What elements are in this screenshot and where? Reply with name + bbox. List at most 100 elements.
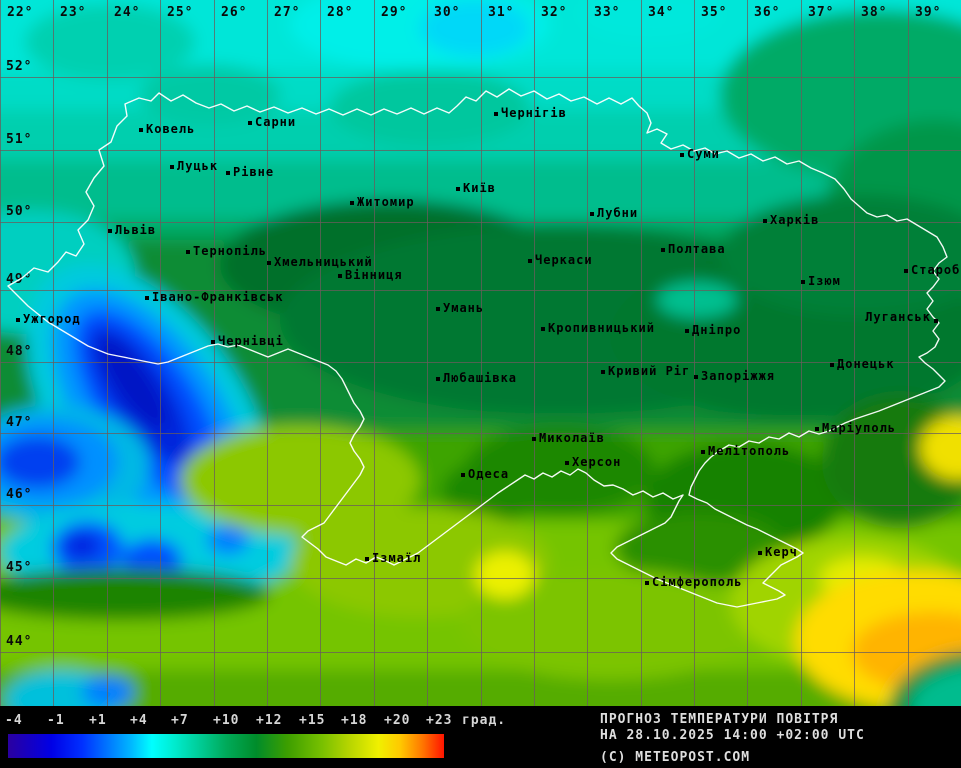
city-name: Хмельницький	[274, 255, 373, 269]
city-name: Житомир	[357, 195, 415, 209]
city-name: Керч	[765, 545, 798, 559]
grid-hline	[0, 652, 961, 653]
city-marker: Суми	[680, 148, 720, 161]
city-name: Сімферополь	[652, 575, 743, 589]
city-dot-icon	[685, 328, 689, 333]
city-marker: Сімферополь	[645, 576, 742, 589]
city-marker: Хмельницький	[267, 256, 373, 269]
city-dot-icon	[436, 306, 440, 311]
city-marker: Івано-Франківськ	[145, 291, 284, 304]
city-marker: Сарни	[248, 116, 296, 129]
latitude-label: 45°	[6, 560, 33, 575]
city-marker: Полтава	[661, 243, 726, 256]
city-marker: Одеса	[461, 468, 509, 481]
temperature-map: 22° 23° 24° 25° 26° 27° 28° 29° 30° 31° 32° 33° 34° 3…	[0, 0, 961, 706]
grid-hline	[0, 578, 961, 579]
city-dot-icon	[601, 369, 605, 374]
latitude-label: 52°	[6, 59, 33, 74]
city-dot-icon	[365, 556, 369, 561]
grid-hline	[0, 150, 961, 151]
grid-hline	[0, 77, 961, 78]
city-dot-icon	[170, 164, 174, 169]
grid-vline	[160, 0, 161, 706]
city-dot-icon	[701, 449, 705, 454]
city-dot-icon	[436, 376, 440, 381]
city-marker: Кривий Ріг	[601, 365, 690, 378]
city-name: Запоріжжя	[701, 369, 776, 383]
scale-unit: град.	[462, 713, 507, 728]
longitude-label: 22°	[7, 5, 34, 20]
city-dot-icon	[645, 580, 649, 585]
latitude-label: 51°	[6, 132, 33, 147]
city-marker: Рівне	[226, 166, 274, 179]
city-dot-icon	[904, 268, 908, 273]
city-marker: Тернопіль	[186, 245, 267, 258]
longitude-label: 35°	[701, 5, 728, 20]
scale-tick: +4	[130, 713, 148, 728]
scale-tick: +20	[384, 713, 411, 728]
city-name: Одеса	[468, 467, 510, 481]
city-name: Кривий Ріг	[608, 364, 691, 378]
scale-tick: +12	[256, 713, 283, 728]
scale-tick: +18	[341, 713, 368, 728]
longitude-label: 38°	[861, 5, 888, 20]
city-dot-icon	[456, 186, 460, 191]
city-dot-icon	[248, 120, 252, 125]
city-marker: Любашівка	[436, 372, 517, 385]
city-marker: Мелітополь	[701, 445, 790, 458]
city-name: Чернігів	[501, 106, 567, 120]
city-dot-icon	[801, 279, 805, 284]
longitude-label: 24°	[114, 5, 141, 20]
longitude-label: 34°	[648, 5, 675, 20]
city-dot-icon	[211, 339, 215, 344]
city-marker: Вінниця	[338, 269, 403, 282]
city-name: Старобільськ	[911, 263, 961, 277]
city-marker: Запоріжжя	[694, 370, 775, 383]
city-dot-icon	[565, 460, 569, 465]
scale-tick: +10	[213, 713, 240, 728]
city-marker: Миколаїв	[532, 432, 605, 445]
longitude-label: 30°	[434, 5, 461, 20]
city-marker: Чернігів	[494, 107, 567, 120]
city-dot-icon	[461, 472, 465, 477]
city-dot-icon	[108, 228, 112, 233]
city-name: Любашівка	[443, 371, 518, 385]
city-dot-icon	[758, 550, 762, 555]
longitude-label: 27°	[274, 5, 301, 20]
city-marker: Ізюм	[801, 275, 841, 288]
latitude-label: 48°	[6, 344, 33, 359]
grid-hline	[0, 433, 961, 434]
city-name: Рівне	[233, 165, 275, 179]
grid-hline	[0, 222, 961, 223]
city-marker: Лубни	[590, 207, 638, 220]
city-name: Донецьк	[837, 357, 895, 371]
city-marker: Луцьк	[170, 160, 218, 173]
temperature-scale	[8, 734, 444, 758]
city-name: Ужгород	[23, 312, 81, 326]
city-name: Суми	[687, 147, 720, 161]
longitude-label: 28°	[327, 5, 354, 20]
city-name: Сарни	[255, 115, 297, 129]
city-marker: Житомир	[350, 196, 415, 209]
longitude-label: 23°	[60, 5, 87, 20]
grid-vline	[534, 0, 535, 706]
city-marker: Маріуполь	[815, 422, 896, 435]
grid-vline	[481, 0, 482, 706]
city-name: Львів	[115, 223, 157, 237]
city-name: Маріуполь	[822, 421, 897, 435]
city-name: Чернівці	[218, 334, 284, 348]
longitude-label: 32°	[541, 5, 568, 20]
longitude-label: 39°	[915, 5, 942, 20]
grid-vline	[587, 0, 588, 706]
longitude-label: 31°	[488, 5, 515, 20]
longitude-label: 36°	[754, 5, 781, 20]
scale-tick: +15	[299, 713, 326, 728]
city-name: Умань	[443, 301, 485, 315]
city-dot-icon	[350, 200, 354, 205]
city-name: Київ	[463, 181, 496, 195]
city-marker: Ужгород	[16, 313, 81, 326]
latitude-label: 47°	[6, 415, 33, 430]
scale-tick: -4	[5, 713, 23, 728]
city-name: Харків	[770, 213, 820, 227]
grid-vline	[908, 0, 909, 706]
